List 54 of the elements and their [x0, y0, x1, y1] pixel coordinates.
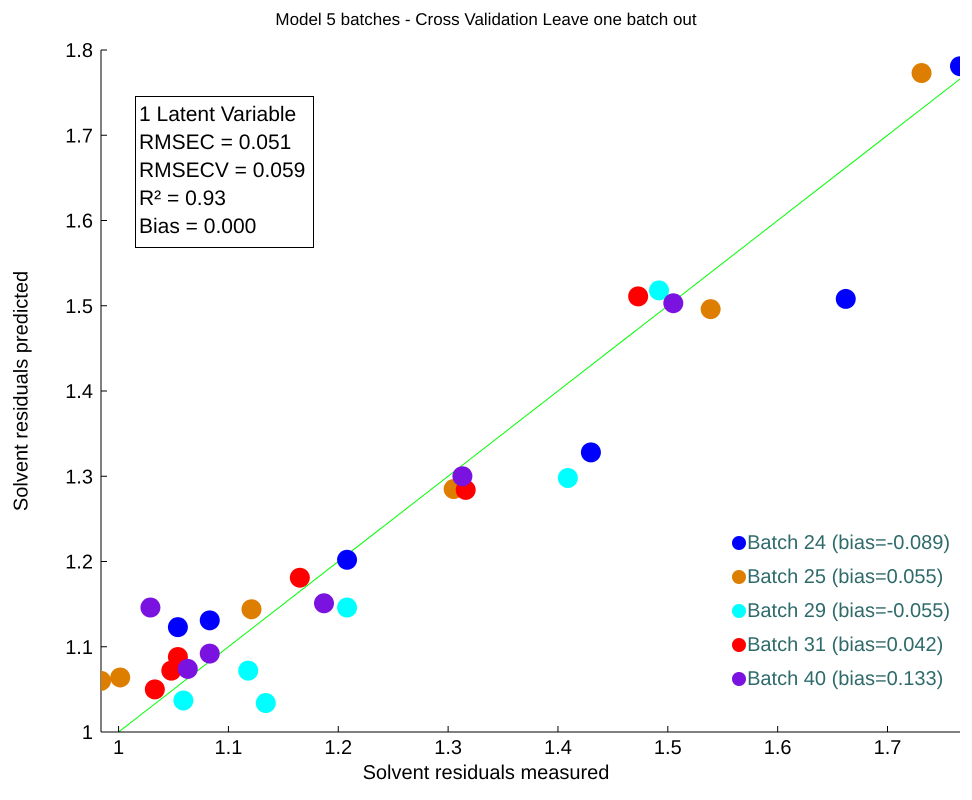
point [337, 598, 358, 618]
point [178, 658, 198, 679]
point [144, 679, 165, 700]
point [628, 286, 648, 306]
legend-label: Batch 24 (bias=-0.089) [747, 532, 950, 554]
y-axis-title: Solvent residuals predicted [10, 270, 34, 512]
y-tick-label: 1.7 [65, 125, 93, 148]
x-axis-title: Solvent residuals measured [362, 762, 610, 785]
point [836, 288, 856, 309]
x-tick-label: 1.3 [434, 737, 462, 760]
y-tick-label: 1.6 [65, 210, 93, 233]
point [140, 598, 160, 618]
x-tick-label: 1 [113, 737, 124, 760]
point [452, 466, 472, 486]
point [241, 599, 262, 620]
annotation: R² = 0.93 [139, 186, 227, 212]
legend-label: Batch 29 (bias=-0.055) [747, 600, 950, 622]
y-tick-label: 1.3 [65, 466, 93, 488]
x-tick-label: 1.5 [654, 737, 682, 760]
y-tick-label: 1.2 [65, 552, 93, 574]
point [314, 593, 334, 614]
point [173, 690, 194, 710]
legend-label: Batch 25 (bias=0.055) [747, 566, 944, 588]
point [256, 693, 276, 714]
point [200, 644, 220, 664]
y-tick-label: 1.5 [65, 296, 93, 318]
x-tick-label: 1.2 [324, 737, 352, 760]
x-tick-label: 1.6 [764, 737, 792, 760]
x-tick-label: 1.1 [214, 737, 242, 760]
point [200, 610, 220, 630]
y-tick-label: 1.1 [65, 636, 93, 659]
y-tick-label: 1.4 [65, 381, 93, 404]
legend-label: Batch 40 (bias=0.133) [747, 668, 944, 690]
annotation: Bias = 0.000 [139, 214, 258, 240]
chart-title: Model 5 batches - Cross Validation Leave one batch out [274, 10, 698, 30]
point [912, 63, 932, 84]
legend-label: Batch 31 (bias=0.042) [747, 634, 944, 656]
point [337, 550, 358, 570]
annotation: RMSECV = 0.059 [139, 158, 306, 184]
point [649, 280, 670, 300]
x-tick-label: 1.4 [544, 737, 572, 760]
x-tick-label: 1.7 [874, 737, 902, 760]
point [663, 293, 684, 314]
point [558, 468, 578, 488]
annotation: 1 Latent Variable [139, 102, 298, 128]
y-tick-label: 1.8 [65, 40, 93, 62]
point [700, 299, 721, 320]
annotation: RMSEC = 0.051 [139, 130, 292, 156]
point [580, 442, 601, 462]
point [290, 568, 310, 588]
point [238, 660, 258, 681]
y-tick-label: 1 [82, 722, 93, 744]
point [110, 667, 130, 688]
point [168, 617, 188, 638]
